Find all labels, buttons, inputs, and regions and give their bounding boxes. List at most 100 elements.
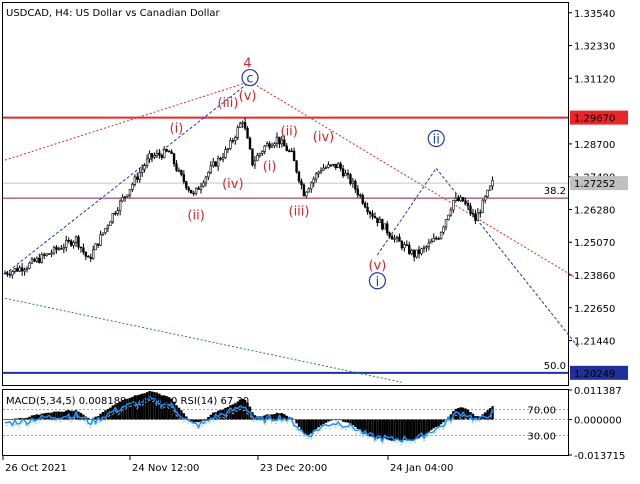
macd-bar [35, 414, 39, 420]
candle-body [248, 137, 252, 150]
candle-body [131, 184, 134, 190]
macd-bar [160, 395, 163, 420]
macd-bar [432, 419, 435, 429]
candle-body [221, 157, 225, 160]
macd-bar [236, 401, 239, 420]
macd-bar [153, 392, 156, 420]
candle-body [270, 145, 274, 148]
macd-bar [11, 419, 14, 420]
candle-body [302, 184, 306, 197]
candle-body [403, 244, 406, 249]
wave-label: (iv) [222, 177, 243, 192]
wave-label: c [246, 72, 253, 87]
macd-bar [50, 412, 53, 420]
candle-body [287, 150, 291, 152]
macd-bar [454, 408, 457, 420]
macd-bar [141, 393, 144, 420]
candle-body [185, 181, 188, 189]
macd-bar [412, 419, 416, 441]
candle-body [219, 158, 222, 160]
macd-bar [158, 393, 161, 420]
candle-body [280, 139, 284, 145]
macd-bar [334, 419, 337, 421]
macd-bar [207, 417, 210, 420]
candle-body [285, 145, 288, 152]
candle-body [415, 249, 418, 258]
candle-body [408, 244, 411, 254]
macd-bar [332, 419, 335, 421]
candle-body [207, 172, 210, 178]
candle-body [99, 234, 102, 246]
macd-bar [23, 418, 26, 420]
price-tick-label: 1.28700 [574, 140, 615, 151]
candle-body [180, 170, 183, 175]
candle-body [483, 196, 487, 201]
macd-bar [104, 410, 107, 420]
candle-body [258, 153, 261, 156]
candle-body [319, 169, 323, 173]
macd-bar [408, 419, 411, 441]
indicator-series [3, 391, 568, 446]
macd-bar [329, 419, 333, 421]
fibo-level-label: 38.2 [544, 186, 566, 197]
macd-bar [243, 399, 247, 420]
candle-body [16, 268, 19, 272]
macd-bar [16, 418, 19, 420]
macd-bar [28, 416, 31, 420]
candle-body [466, 203, 470, 207]
candle-body [449, 209, 453, 216]
trend-line [376, 167, 437, 256]
candle-body [469, 205, 472, 214]
indicator-caption: MACD(5,34,5) 0.008189 0.007030 RSI(14) 6… [6, 396, 249, 407]
candle-body [121, 197, 124, 202]
candle-body [163, 149, 166, 158]
candle-body [417, 249, 421, 255]
price-tick-label: 1.25070 [574, 238, 615, 249]
macd-bar [273, 414, 276, 420]
candle-body [216, 158, 220, 167]
candle-body [356, 188, 359, 196]
candle-body [148, 153, 151, 160]
macd-bar [52, 411, 56, 420]
macd-bar [57, 411, 61, 420]
candle-body [243, 122, 247, 129]
candle-body [150, 153, 154, 158]
main-plot-frame [2, 2, 569, 386]
candle-body [439, 231, 443, 240]
candle-body [253, 160, 257, 166]
macd-bar [241, 398, 244, 420]
macd-bar [312, 419, 315, 432]
candle-body [74, 236, 78, 243]
candle-body [226, 148, 230, 150]
macd-bar [292, 419, 296, 420]
candle-body [239, 123, 242, 128]
candle-body [278, 136, 281, 145]
macd-bar [148, 391, 151, 420]
candle-body [437, 238, 440, 240]
candle-body [322, 167, 325, 171]
macd-bar [390, 419, 394, 441]
macd-bar [216, 410, 220, 420]
wave-label-circle [368, 272, 386, 290]
candle-body [138, 172, 141, 180]
macd-tick-label: 0.000000 [574, 415, 622, 426]
candle-body [111, 213, 115, 223]
macd-bar [351, 419, 355, 426]
candle-body [434, 237, 438, 240]
candle-body [393, 237, 396, 240]
candle-body [410, 250, 413, 254]
candle-body [28, 262, 31, 269]
macd-bar [366, 419, 369, 436]
macd-bar [185, 416, 188, 420]
candle-body [175, 163, 178, 171]
price-tags: 1.29670 1.27252 1.20249 [570, 110, 628, 380]
candle-body [13, 268, 16, 272]
macd-bar [307, 419, 310, 435]
macd-bar [165, 396, 168, 420]
candle-body [214, 161, 217, 167]
candle-body [82, 247, 85, 253]
candle-body [42, 254, 46, 256]
candle-body [263, 145, 266, 152]
candle-body [336, 163, 340, 168]
macd-bar [442, 419, 445, 423]
